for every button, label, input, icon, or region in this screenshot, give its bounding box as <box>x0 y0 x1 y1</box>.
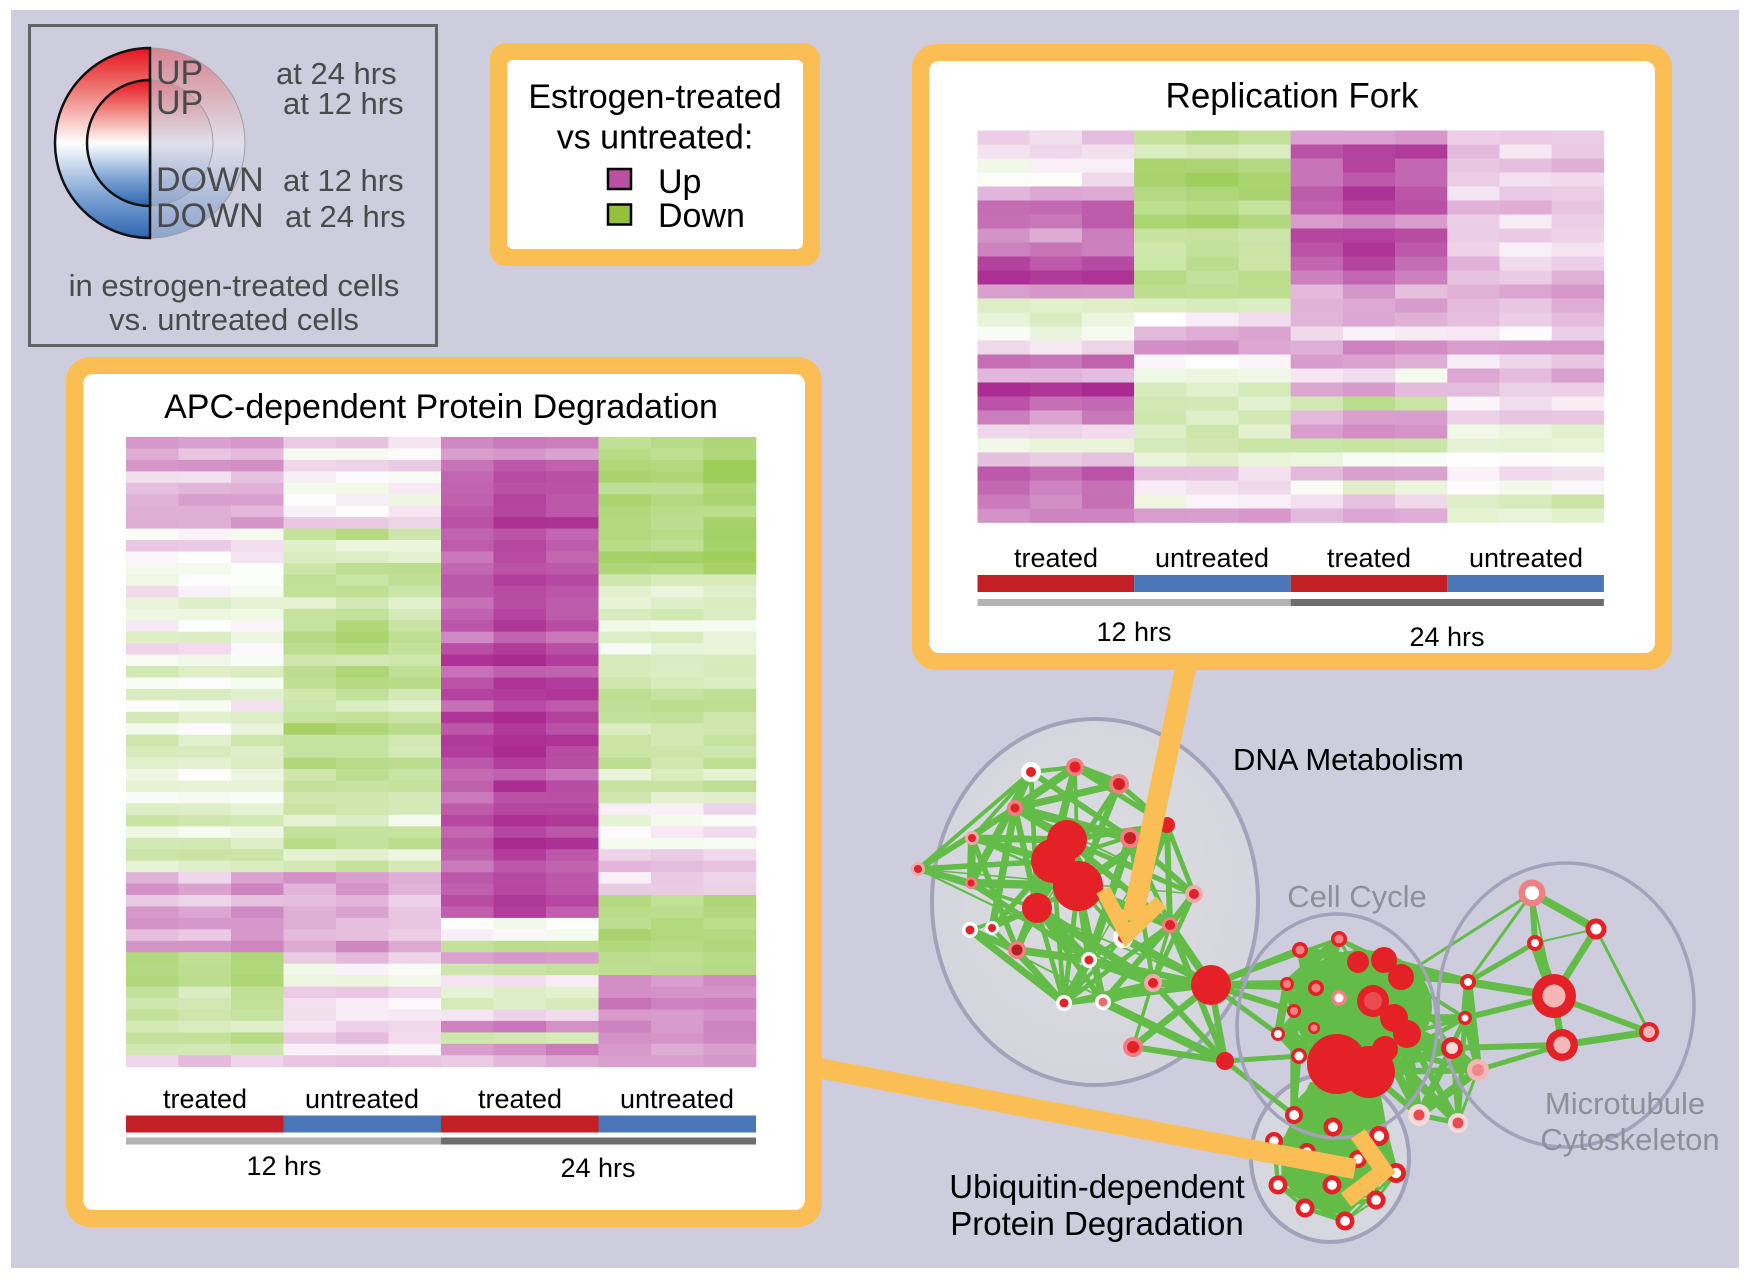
svg-text:Replication Fork: Replication Fork <box>1166 77 1419 116</box>
svg-text:DOWN: DOWN <box>156 197 264 235</box>
svg-text:12 hrs: 12 hrs <box>1096 617 1171 647</box>
svg-text:treated: treated <box>1014 543 1098 573</box>
svg-text:untreated: untreated <box>1469 543 1583 573</box>
svg-text:vs. untreated cells: vs. untreated cells <box>109 302 359 337</box>
svg-text:untreated: untreated <box>1155 543 1269 573</box>
svg-text:Cytoskeleton: Cytoskeleton <box>1540 1122 1719 1157</box>
svg-text:at 12 hrs: at 12 hrs <box>283 163 404 198</box>
svg-text:treated: treated <box>478 1084 562 1114</box>
svg-text:in estrogen-treated cells: in estrogen-treated cells <box>69 268 400 303</box>
svg-text:24 hrs: 24 hrs <box>1409 622 1484 652</box>
svg-text:untreated: untreated <box>305 1084 419 1114</box>
svg-text:at 24 hrs: at 24 hrs <box>285 199 406 234</box>
svg-text:Cell Cycle: Cell Cycle <box>1287 879 1427 914</box>
svg-text:Protein Degradation: Protein Degradation <box>950 1205 1244 1242</box>
svg-text:at 12 hrs: at 12 hrs <box>283 86 404 121</box>
svg-text:vs untreated:: vs untreated: <box>557 119 754 157</box>
svg-text:Microtubule: Microtubule <box>1545 1086 1705 1121</box>
svg-text:at 24 hrs: at 24 hrs <box>276 56 397 91</box>
svg-text:DOWN: DOWN <box>156 161 264 199</box>
svg-text:Up: Up <box>658 163 701 201</box>
svg-text:treated: treated <box>163 1084 247 1114</box>
svg-text:Ubiquitin-dependent: Ubiquitin-dependent <box>949 1168 1244 1205</box>
svg-text:untreated: untreated <box>620 1084 734 1114</box>
svg-text:24 hrs: 24 hrs <box>560 1153 635 1183</box>
svg-text:UP: UP <box>156 54 203 92</box>
svg-text:UP: UP <box>156 84 203 122</box>
svg-text:Down: Down <box>658 197 745 235</box>
svg-text:DNA Metabolism: DNA Metabolism <box>1233 742 1464 777</box>
svg-text:APC-dependent Protein Degradat: APC-dependent Protein Degradation <box>164 388 718 426</box>
svg-text:Estrogen-treated: Estrogen-treated <box>528 78 781 116</box>
svg-text:12 hrs: 12 hrs <box>246 1151 321 1181</box>
svg-text:treated: treated <box>1327 543 1411 573</box>
